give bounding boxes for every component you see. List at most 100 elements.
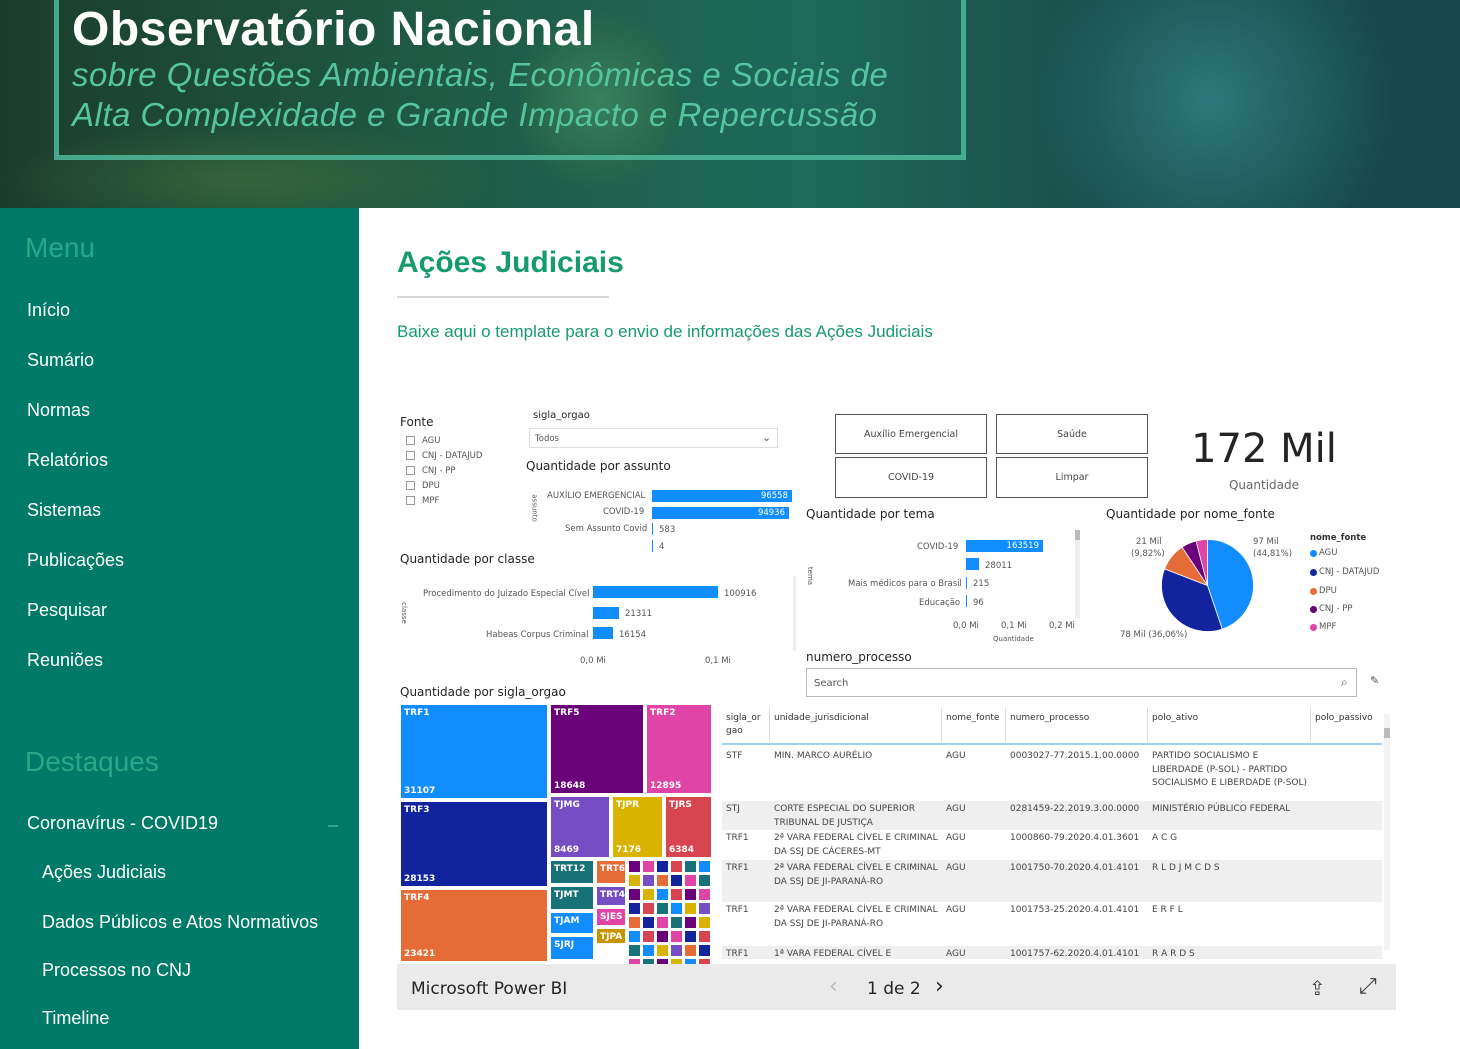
treemap-tile[interactable] — [656, 860, 669, 873]
assunto-bar[interactable]: 94936 — [652, 507, 789, 519]
menu-item-normas[interactable]: Normas — [27, 400, 91, 420]
table-header[interactable]: unidade_jurisdicional — [774, 713, 869, 723]
treemap-tile[interactable] — [670, 958, 683, 964]
treemap-tile[interactable] — [642, 916, 655, 929]
scrollbar[interactable] — [793, 576, 796, 651]
fullscreen-icon[interactable]: ⤢ — [1359, 974, 1377, 999]
treemap-tile[interactable] — [698, 860, 711, 873]
legend-item[interactable]: CNJ - PP — [1319, 604, 1353, 614]
treemap-tile[interactable] — [670, 860, 683, 873]
scrollbar[interactable] — [1075, 530, 1080, 618]
pie-chart[interactable] — [1160, 538, 1255, 633]
fonte-checkbox-dpu[interactable] — [406, 481, 415, 490]
treemap-tile[interactable] — [642, 860, 655, 873]
template-download-link[interactable]: Baixe aqui o template para o envio de in… — [397, 322, 933, 341]
treemap-tile[interactable] — [684, 930, 697, 943]
powerbi-brand-link[interactable]: Microsoft Power BI — [411, 979, 568, 999]
treemap-tile[interactable]: TRF3 28153 — [400, 801, 548, 887]
table-header[interactable]: sigla_or gao — [726, 713, 761, 736]
limpar-button[interactable]: Limpar — [996, 457, 1148, 498]
treemap-tile[interactable] — [698, 958, 711, 964]
pie-slice[interactable] — [1161, 568, 1223, 632]
tema-bar[interactable]: 163519 — [966, 540, 1043, 552]
pie-slice[interactable] — [1195, 539, 1208, 586]
treemap-tile[interactable] — [698, 944, 711, 957]
numero-processo-search[interactable]: Search ⌕ — [806, 668, 1357, 697]
tema-bar[interactable] — [966, 558, 979, 570]
treemap-tile[interactable] — [684, 944, 697, 957]
legend-item[interactable]: MPF — [1319, 622, 1337, 632]
treemap-tile[interactable] — [684, 916, 697, 929]
treemap-tile[interactable] — [628, 930, 641, 943]
treemap-tile[interactable] — [642, 874, 655, 887]
treemap-tile[interactable] — [628, 874, 641, 887]
fonte-checkbox-pp[interactable] — [406, 466, 415, 475]
table-row[interactable]: TRF1 2ª VARA FEDERAL CÍVEL E CRIMINAL DA … — [722, 902, 1382, 946]
menu-item-inicio[interactable]: Início — [27, 300, 71, 320]
legend-item[interactable]: AGU — [1319, 548, 1338, 558]
treemap-tile[interactable] — [684, 902, 697, 915]
treemap-tile[interactable] — [656, 958, 669, 964]
treemap-tile[interactable] — [642, 902, 655, 915]
treemap-tile[interactable]: TRF4 23421 — [400, 889, 548, 962]
treemap-tile[interactable]: TRF1 31107 — [400, 704, 548, 799]
menu-item-sumario[interactable]: Sumário — [27, 350, 95, 370]
treemap-tile[interactable]: TJPA — [596, 928, 626, 944]
treemap-tile[interactable] — [656, 888, 669, 901]
treemap-tile[interactable] — [670, 916, 683, 929]
treemap-tile[interactable] — [684, 874, 697, 887]
classe-bar[interactable] — [593, 627, 613, 639]
table-row[interactable]: TRF1 1ª VARA FEDERAL CÍVEL E AGU 1001757-62… — [722, 946, 1382, 959]
treemap-tile[interactable] — [642, 944, 655, 957]
menu-item-reunioes[interactable]: Reuniões — [27, 650, 104, 670]
treemap-tile[interactable] — [698, 874, 711, 887]
classe-bar[interactable] — [593, 586, 718, 598]
treemap-tile[interactable] — [670, 888, 683, 901]
menu-item-pesquisar[interactable]: Pesquisar — [27, 600, 108, 620]
treemap-tile[interactable]: TJMG 8469 — [550, 796, 610, 858]
treemap-tile[interactable]: TJRS 6384 — [665, 796, 712, 858]
table-scrollbar[interactable] — [1384, 714, 1390, 950]
fonte-checkbox-mpf[interactable] — [406, 496, 415, 505]
treemap-tile[interactable] — [698, 916, 711, 929]
treemap-tile[interactable]: SJRJ — [550, 936, 594, 960]
treemap-tile[interactable]: TRT12 — [550, 860, 594, 884]
highlight-group-covid[interactable]: Coronavírus - COVID19 — [27, 813, 219, 833]
highlight-item-dados-publicos[interactable]: Dados Públicos e Atos Normativos — [42, 912, 319, 932]
covid-19-button[interactable]: COVID-19 — [835, 457, 987, 498]
search-icon[interactable]: ⌕ — [1341, 675, 1348, 689]
treemap-tile[interactable] — [656, 902, 669, 915]
treemap-tile[interactable] — [628, 888, 641, 901]
treemap-tile[interactable] — [642, 958, 655, 964]
treemap-tile[interactable] — [698, 902, 711, 915]
treemap-tile[interactable]: TJMT — [550, 886, 594, 910]
treemap-tile[interactable] — [642, 930, 655, 943]
treemap-tile[interactable] — [642, 888, 655, 901]
table-row[interactable]: TRF1 2ª VARA FEDERAL CÍVEL E CRIMINAL DA … — [722, 830, 1382, 860]
collapse-icon[interactable] — [328, 825, 338, 827]
saude-button[interactable]: Saúde — [996, 414, 1148, 454]
treemap-tile[interactable] — [656, 930, 669, 943]
assunto-bar[interactable]: 96558 — [652, 490, 792, 502]
treemap-tile[interactable] — [698, 930, 711, 943]
classe-bar[interactable] — [593, 607, 619, 619]
highlight-item-acoes-judiciais[interactable]: Ações Judiciais — [42, 862, 167, 882]
treemap-tile[interactable] — [628, 958, 641, 964]
share-icon[interactable]: ⇪ — [1309, 976, 1326, 1000]
table-header[interactable]: nome_fonte — [946, 713, 1000, 723]
treemap-tile[interactable]: TRT6 — [596, 860, 626, 884]
treemap-tile[interactable] — [656, 916, 669, 929]
legend-item[interactable]: DPU — [1319, 586, 1337, 596]
treemap-tile[interactable]: TRF2 12895 — [646, 704, 712, 794]
table-row[interactable]: STJ CORTE ESPECIAL DO SUPERIOR TRIBUNAL D… — [722, 801, 1382, 830]
highlight-item-timeline[interactable]: Timeline — [42, 1008, 110, 1028]
treemap-tile[interactable] — [628, 916, 641, 929]
treemap-tile[interactable] — [684, 958, 697, 964]
legend-item[interactable]: CNJ - DATAJUD — [1319, 567, 1380, 577]
assunto-bar[interactable] — [652, 540, 653, 552]
tema-bar[interactable] — [966, 577, 967, 589]
fonte-checkbox-datajud[interactable] — [406, 451, 415, 460]
treemap-tile[interactable] — [656, 874, 669, 887]
auxilio-emergencial-button[interactable]: Auxílio Emergencial — [835, 414, 987, 454]
treemap-tile[interactable] — [670, 902, 683, 915]
